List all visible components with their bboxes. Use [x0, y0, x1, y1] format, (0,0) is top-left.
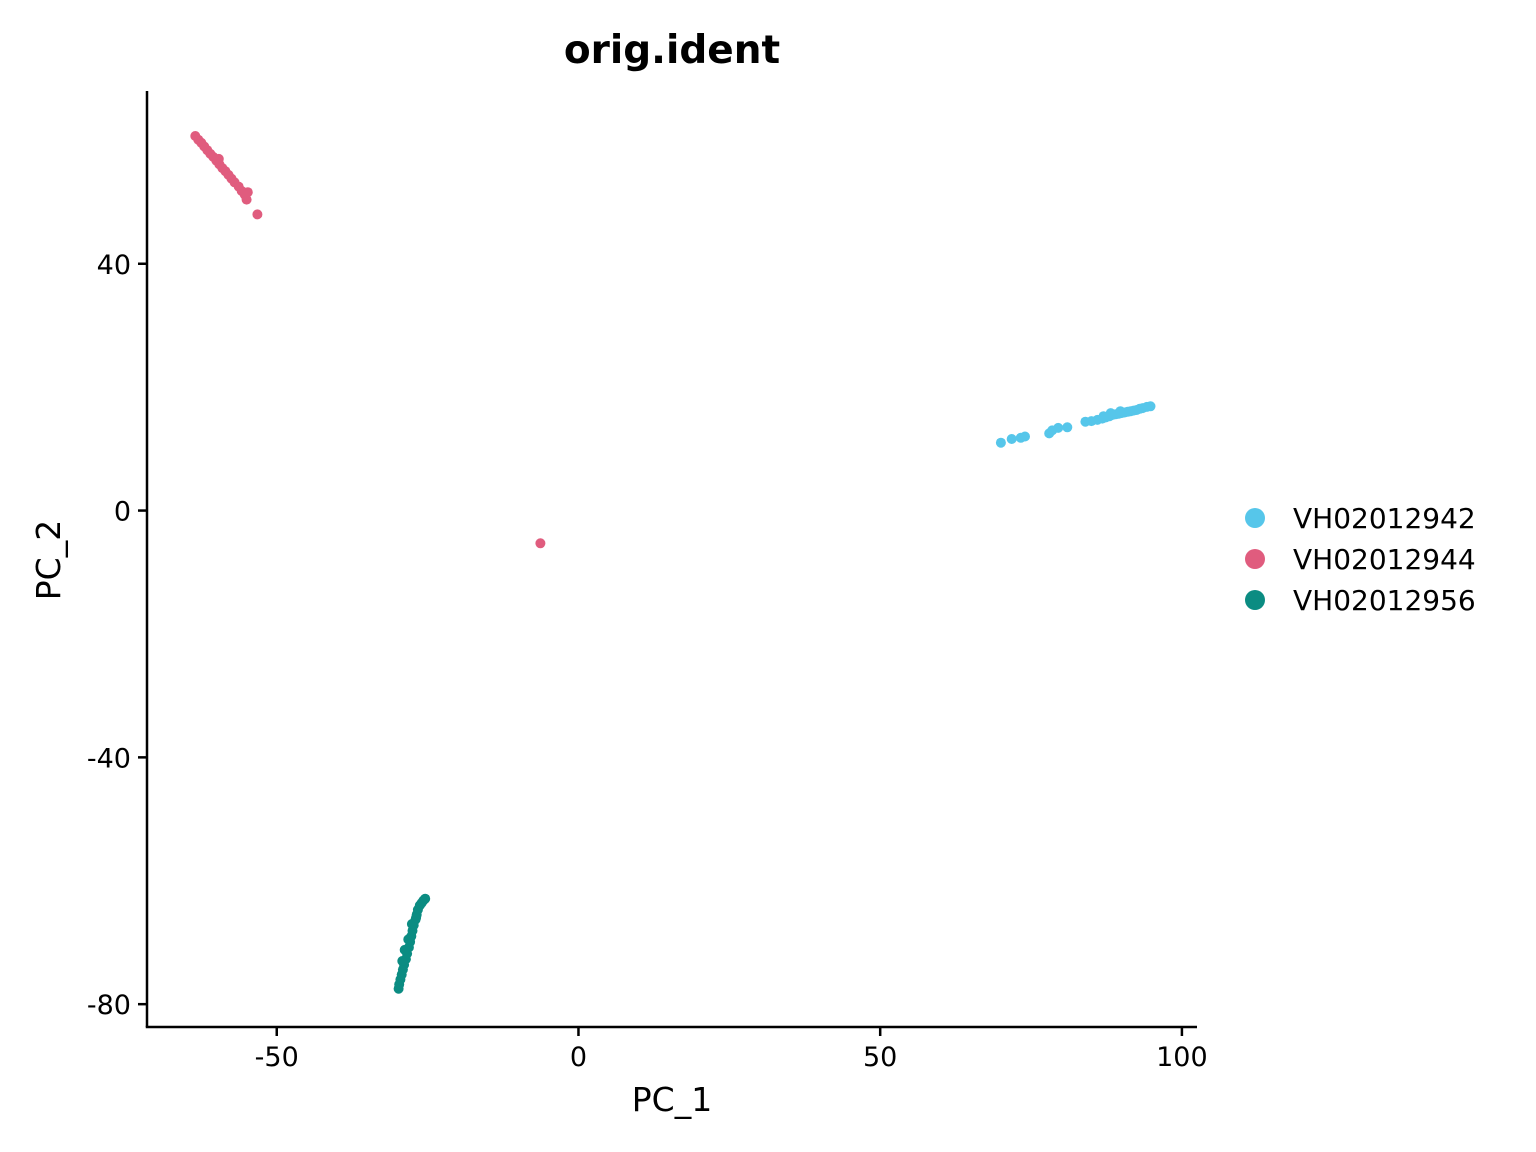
legend-item: VH02012944: [1245, 543, 1476, 576]
y-axis-title: PC_2: [29, 520, 68, 600]
data-point: [411, 912, 422, 923]
x-tick-label: 0: [570, 1042, 587, 1073]
legend-label: VH02012944: [1293, 543, 1476, 576]
data-point: [252, 209, 263, 220]
series-VH02012942: [995, 401, 1156, 448]
data-point: [1115, 406, 1126, 417]
chart-title: orig.ident: [564, 28, 780, 73]
plot-area: [190, 131, 1156, 994]
series-VH02012944: [190, 131, 546, 549]
legend-key-marker: [1245, 508, 1265, 528]
y-tick-label: -40: [87, 743, 131, 774]
data-point: [1053, 422, 1064, 433]
data-point: [399, 944, 410, 955]
y-axis-ticks: 40 0 -40 -80: [87, 250, 147, 1021]
legend-label: VH02012956: [1293, 584, 1476, 617]
y-tick-label: 0: [114, 497, 131, 528]
data-point: [1006, 434, 1017, 444]
data-point: [242, 187, 253, 198]
legend-label: VH02012942: [1293, 502, 1476, 535]
data-point: [1020, 431, 1030, 442]
x-tick-label: 50: [863, 1042, 897, 1073]
x-axis-title: PC_1: [632, 1080, 712, 1119]
series-VH02012956: [393, 893, 431, 994]
x-tick-label: 100: [1156, 1042, 1208, 1073]
data-point: [995, 437, 1006, 448]
legend-key-marker: [1245, 549, 1265, 569]
data-point: [397, 956, 408, 966]
data-point: [535, 538, 546, 549]
data-point: [1062, 422, 1073, 433]
data-point: [213, 153, 224, 164]
data-point: [241, 194, 252, 205]
data-point: [420, 893, 431, 904]
legend-item: VH02012942: [1245, 502, 1476, 535]
y-tick-label: 40: [97, 250, 131, 281]
data-point: [1145, 401, 1156, 412]
legend-key-marker: [1245, 590, 1265, 610]
y-tick-label: -80: [87, 990, 131, 1021]
legend: VH02012942 VH02012944 VH02012956: [1245, 502, 1476, 617]
x-tick-label: -50: [255, 1042, 299, 1073]
data-point: [403, 934, 414, 945]
legend-item: VH02012956: [1245, 584, 1476, 617]
data-point: [1098, 411, 1109, 422]
x-axis-ticks: -50 0 50 100: [255, 1027, 1208, 1073]
